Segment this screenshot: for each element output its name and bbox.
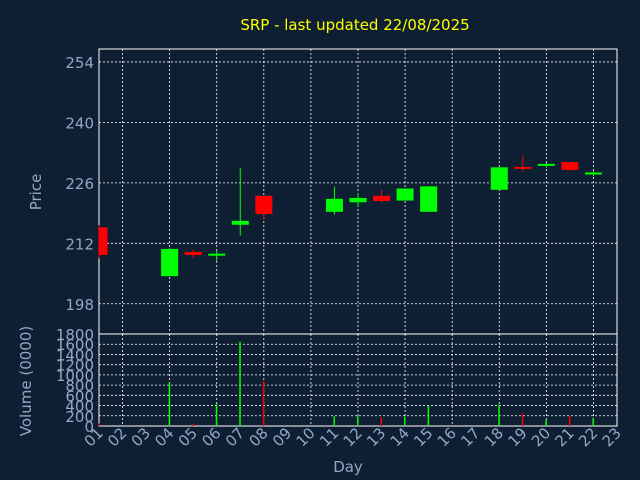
candle-body <box>184 251 202 255</box>
price-tick-label: 226 <box>65 175 94 193</box>
x-tick-label: 11 <box>316 424 342 450</box>
candle-body <box>349 197 367 203</box>
volume-tick-label: 1600 <box>56 336 94 354</box>
price-tick-label: 240 <box>65 114 94 132</box>
volume-bar <box>192 423 194 426</box>
price-axis-label: Price <box>27 174 45 211</box>
volume-tick-label: 200 <box>65 408 94 426</box>
x-tick-label: 20 <box>528 424 554 450</box>
candle-body <box>161 248 179 277</box>
x-tick-label: 03 <box>128 424 154 450</box>
candle-body <box>584 172 602 175</box>
candle-body <box>490 167 508 190</box>
x-tick-label: 12 <box>340 424 366 450</box>
volume-tick-label: 600 <box>65 387 94 405</box>
volume-bar <box>262 381 265 426</box>
x-tick-label: 08 <box>245 424 271 450</box>
chart-title: SRP - last updated 22/08/2025 <box>240 16 469 34</box>
candle-body <box>325 198 343 212</box>
x-tick-label: 23 <box>599 424 625 450</box>
volume-bar <box>333 416 335 426</box>
x-tick-label: 05 <box>175 424 201 450</box>
volume-bar <box>404 416 406 426</box>
x-tick-labels: 0102030405060708091011121314151617181920… <box>81 424 625 450</box>
candle-body <box>373 195 391 201</box>
x-tick-label: 04 <box>151 424 177 450</box>
volume-bar <box>592 417 594 426</box>
price-panel: 198 212 226 240 254 <box>65 48 618 335</box>
candle-body <box>396 188 414 201</box>
x-tick-label: 10 <box>293 424 319 450</box>
price-tick-label: 254 <box>65 54 94 72</box>
volume-bar <box>545 419 547 426</box>
candle-body <box>420 186 438 212</box>
volume-bar <box>521 413 524 426</box>
x-tick-label: 09 <box>269 424 295 450</box>
candle-body <box>208 253 226 256</box>
x-tick-label: 17 <box>457 424 483 450</box>
volume-bar <box>568 416 571 426</box>
volume-tick-label: 400 <box>65 398 94 416</box>
x-tick-label: 22 <box>575 424 601 450</box>
x-axis-label: Day <box>333 458 363 476</box>
x-tick-label: 16 <box>434 424 460 450</box>
volume-tick-label: 1200 <box>56 357 94 375</box>
volume-tick-label: 1800 <box>56 326 94 344</box>
candle-body <box>99 227 108 255</box>
candle-body <box>514 166 532 169</box>
x-tick-label: 18 <box>481 424 507 450</box>
volume-bar <box>498 404 500 426</box>
price-tick-label: 212 <box>65 235 94 253</box>
volume-tick-label: 0 <box>84 418 94 436</box>
x-tick-label: 19 <box>504 424 530 450</box>
candle-body <box>231 220 249 225</box>
x-tick-label: 13 <box>363 424 389 450</box>
volume-tick-label: 1000 <box>56 367 94 385</box>
price-plot-frame <box>98 48 618 335</box>
x-tick-label: 15 <box>410 424 436 450</box>
x-tick-label: 21 <box>552 424 578 450</box>
volume-axis-label: Volume (0000) <box>17 326 35 436</box>
volume-bar <box>98 423 100 426</box>
x-tick-label: 14 <box>387 424 413 450</box>
volume-bar <box>357 416 359 426</box>
volume-bar <box>380 417 383 426</box>
x-tick-label: 06 <box>198 424 224 450</box>
volume-tick-label: 800 <box>65 377 94 395</box>
price-tick-label: 198 <box>65 296 94 314</box>
candle-body <box>561 162 579 170</box>
volume-bar <box>215 404 218 426</box>
volume-bar <box>168 382 171 426</box>
candle-body <box>537 163 555 166</box>
x-tick-label: 07 <box>222 424 248 450</box>
volume-tick-label: 1400 <box>56 346 94 364</box>
x-tick-label: 02 <box>104 424 130 450</box>
volume-bar <box>239 341 241 426</box>
candle-body <box>255 195 273 214</box>
volume-bar <box>427 405 430 426</box>
